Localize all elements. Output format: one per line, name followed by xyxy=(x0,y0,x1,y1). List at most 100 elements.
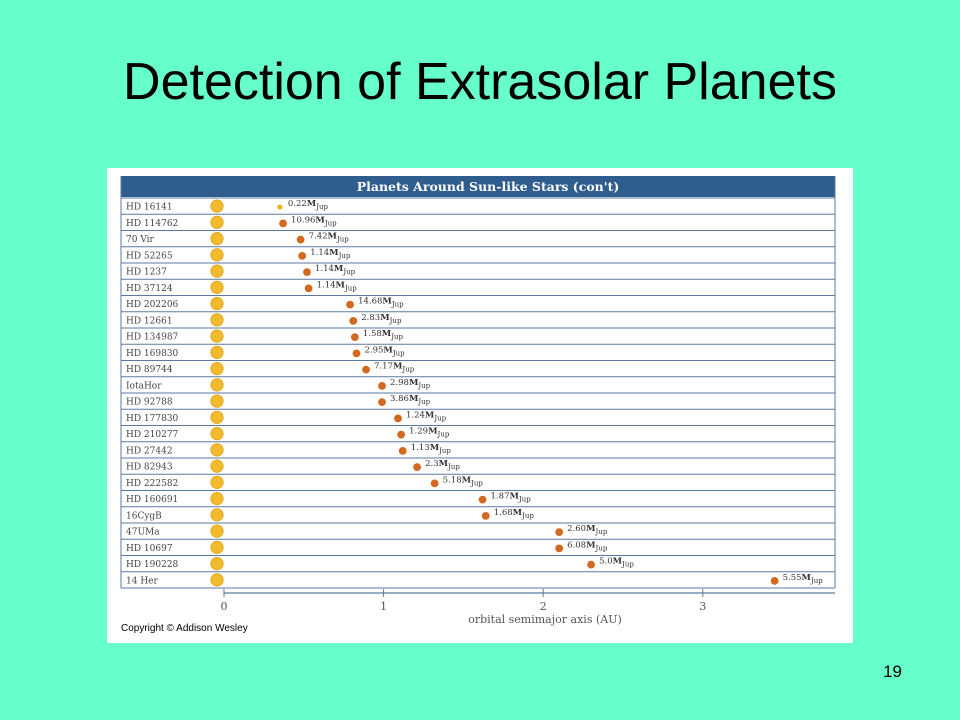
star-name-label: HD 160691 xyxy=(126,495,178,505)
star-icon xyxy=(210,378,224,392)
star-icon xyxy=(210,232,224,246)
planet-point xyxy=(350,333,359,342)
star-icon xyxy=(210,248,224,262)
planet-point xyxy=(346,300,354,309)
star-name-label: HD 89744 xyxy=(126,365,173,375)
planet-chart: Planets Around Sun-like Stars (con't) HD … xyxy=(120,176,836,626)
planet-point xyxy=(349,316,358,325)
star-icon xyxy=(210,264,224,278)
star-icon xyxy=(210,199,224,213)
x-tick-label: 2 xyxy=(540,600,547,613)
planet-mass-label: 10.96MJup xyxy=(291,215,337,227)
star-name-label: HD 10697 xyxy=(126,544,173,554)
planet-mass-label: 2.98MJup xyxy=(390,378,431,390)
star-icon xyxy=(210,540,224,554)
planet-mass-label: 1.58MJup xyxy=(363,329,404,341)
star-name-label: HD 1237 xyxy=(126,268,167,278)
planet-point xyxy=(352,349,361,358)
star-icon xyxy=(210,508,224,522)
planet-mass-label: 5.18MJup xyxy=(443,475,484,487)
star-name-label: HD 37124 xyxy=(126,284,173,294)
planet-mass-label: 1.14MJup xyxy=(315,264,356,276)
star-name-label: 16CygB xyxy=(126,511,162,521)
slide-number: 19 xyxy=(883,662,902,681)
planet-mass-label: 5.55MJup xyxy=(783,573,824,585)
slide-title: Detection of Extrasolar Planets xyxy=(123,53,837,111)
planet-point xyxy=(555,544,564,553)
planet-mass-label: 5.0MJup xyxy=(599,557,634,569)
star-icon xyxy=(210,557,224,571)
planet-point xyxy=(587,560,595,569)
star-name-label: HD 210277 xyxy=(126,430,179,440)
planet-point xyxy=(304,284,313,293)
planet-point xyxy=(378,381,386,390)
planet-mass-label: 2.95MJup xyxy=(364,345,405,357)
chart-title: Planets Around Sun-like Stars (con't) xyxy=(357,179,620,194)
planet-mass-label: 1.68MJup xyxy=(494,508,535,520)
star-name-label: HD 92788 xyxy=(126,398,173,408)
star-name-label: HD 12661 xyxy=(126,316,173,326)
copyright-text: Copyright © Addison Wesley xyxy=(121,623,248,634)
planet-point xyxy=(279,219,287,228)
x-tick-label: 1 xyxy=(380,600,387,613)
planet-point xyxy=(362,365,370,374)
star-icon xyxy=(210,394,224,408)
planet-mass-label: 1.13MJup xyxy=(411,443,452,455)
x-axis-label: orbital semimajor axis (AU) xyxy=(468,613,622,626)
star-name-label: HD 222582 xyxy=(126,479,178,489)
star-name-label: HD 114762 xyxy=(126,219,178,229)
planet-point xyxy=(430,479,439,488)
star-name-label: HD 27442 xyxy=(126,446,173,456)
chart-header-bar xyxy=(121,176,835,197)
star-icon xyxy=(210,443,224,457)
star-icon xyxy=(210,573,224,587)
planet-mass-label: 2.83MJup xyxy=(361,313,402,325)
star-icon xyxy=(210,427,224,441)
star-icon xyxy=(210,362,224,376)
star-icon xyxy=(210,345,224,359)
star-name-label: 70 Vir xyxy=(126,235,155,245)
star-icon xyxy=(210,215,224,229)
planet-mass-label: 7.17MJup xyxy=(374,362,415,374)
star-icon xyxy=(210,475,224,489)
star-name-label: 14 Her xyxy=(126,576,158,586)
planet-point xyxy=(378,398,386,407)
star-icon xyxy=(210,459,224,473)
planet-point xyxy=(394,414,402,423)
star-name-label: HD 134987 xyxy=(126,333,179,343)
x-tick-label: 0 xyxy=(221,600,228,613)
planet-point xyxy=(413,463,422,472)
planet-mass-label: 1.14MJup xyxy=(310,248,351,260)
planet-mass-label: 1.14MJup xyxy=(317,280,358,292)
star-icon xyxy=(210,410,224,424)
star-icon xyxy=(210,329,224,343)
planet-point xyxy=(555,528,564,537)
planet-mass-label: 1.24MJup xyxy=(406,410,447,422)
planet-mass-label: 0.22MJup xyxy=(288,199,329,211)
planet-point xyxy=(277,204,283,210)
star-icon xyxy=(210,280,224,294)
planet-mass-label: 2.60MJup xyxy=(567,524,608,536)
planet-point xyxy=(481,511,490,520)
star-name-label: HD 169830 xyxy=(126,349,179,359)
planet-mass-label: 6.08MJup xyxy=(567,540,608,552)
planet-mass-label: 1.87MJup xyxy=(491,492,532,504)
star-name-label: HD 82943 xyxy=(126,463,173,473)
planet-mass-label: 1.29MJup xyxy=(409,427,450,439)
planet-point xyxy=(478,495,487,504)
star-name-label: HD 16141 xyxy=(126,203,173,213)
planet-point xyxy=(298,251,307,260)
planet-point xyxy=(296,235,305,244)
planet-mass-label: 14.68MJup xyxy=(358,297,404,309)
star-name-label: 47UMa xyxy=(126,528,160,538)
planet-point xyxy=(397,430,406,439)
star-name-label: HD 190228 xyxy=(126,560,179,570)
star-icon xyxy=(210,524,224,538)
planet-mass-label: 3.86MJup xyxy=(390,394,431,406)
star-icon xyxy=(210,297,224,311)
star-name-label: IotaHor xyxy=(126,381,162,391)
planet-point xyxy=(398,446,407,455)
star-icon xyxy=(210,492,224,506)
planet-mass-label: 2.3MJup xyxy=(425,459,460,471)
star-name-label: HD 177830 xyxy=(126,414,179,424)
